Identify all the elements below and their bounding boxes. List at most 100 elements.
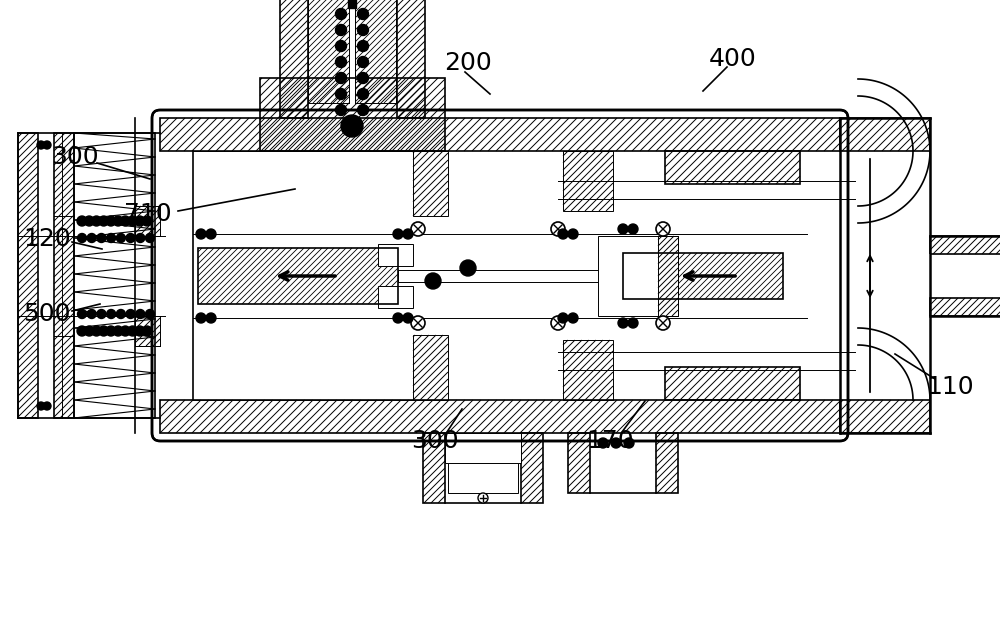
Bar xyxy=(378,244,413,266)
Circle shape xyxy=(91,216,101,226)
Circle shape xyxy=(135,216,145,226)
Circle shape xyxy=(628,318,638,328)
Bar xyxy=(658,236,678,316)
Bar xyxy=(54,133,74,418)
Bar xyxy=(308,0,349,103)
Circle shape xyxy=(126,233,135,243)
Bar xyxy=(18,133,38,418)
Bar xyxy=(280,0,308,118)
Bar xyxy=(448,463,518,493)
Bar xyxy=(74,133,155,418)
Circle shape xyxy=(196,313,206,323)
Circle shape xyxy=(113,326,123,336)
Circle shape xyxy=(336,25,347,35)
Bar xyxy=(135,316,160,346)
Bar xyxy=(413,335,448,400)
Circle shape xyxy=(358,40,368,52)
Bar xyxy=(135,316,160,346)
Bar xyxy=(445,433,521,463)
Circle shape xyxy=(403,229,413,239)
Circle shape xyxy=(78,233,87,243)
Circle shape xyxy=(358,9,368,19)
Circle shape xyxy=(411,316,425,330)
Circle shape xyxy=(43,141,51,149)
Circle shape xyxy=(358,57,368,67)
Bar xyxy=(930,298,1000,316)
Circle shape xyxy=(87,233,96,243)
Bar xyxy=(840,118,930,433)
Circle shape xyxy=(336,104,347,116)
Circle shape xyxy=(43,402,51,410)
Circle shape xyxy=(393,313,403,323)
Circle shape xyxy=(551,316,565,330)
Circle shape xyxy=(358,72,368,84)
Text: 400: 400 xyxy=(709,47,757,71)
Circle shape xyxy=(99,326,109,336)
Bar xyxy=(54,133,74,418)
Bar xyxy=(355,0,396,103)
Circle shape xyxy=(84,326,94,336)
Circle shape xyxy=(206,229,216,239)
Circle shape xyxy=(656,222,670,236)
Circle shape xyxy=(336,57,347,67)
Circle shape xyxy=(628,224,638,234)
Bar xyxy=(563,340,613,400)
Bar xyxy=(665,151,800,184)
Circle shape xyxy=(87,309,96,318)
Bar xyxy=(413,151,448,216)
FancyBboxPatch shape xyxy=(152,110,848,441)
Circle shape xyxy=(336,89,347,99)
Circle shape xyxy=(116,309,125,318)
Circle shape xyxy=(136,309,145,318)
Circle shape xyxy=(107,233,116,243)
Bar xyxy=(930,298,1000,316)
Bar xyxy=(198,248,398,304)
Bar xyxy=(135,206,160,236)
Circle shape xyxy=(142,326,152,336)
Circle shape xyxy=(551,222,565,236)
Bar xyxy=(623,253,783,299)
Text: 710: 710 xyxy=(124,202,172,226)
Bar xyxy=(665,151,800,184)
Circle shape xyxy=(358,89,368,99)
Bar xyxy=(198,248,398,304)
Circle shape xyxy=(598,438,608,448)
Bar xyxy=(840,118,930,151)
Bar xyxy=(840,400,930,433)
Bar xyxy=(840,400,930,433)
Circle shape xyxy=(336,9,347,19)
Circle shape xyxy=(336,40,347,52)
Bar xyxy=(423,433,445,503)
Circle shape xyxy=(196,229,206,239)
Circle shape xyxy=(558,313,568,323)
Text: 300: 300 xyxy=(51,145,99,169)
Bar xyxy=(74,133,155,418)
Circle shape xyxy=(656,316,670,330)
Bar xyxy=(521,433,543,503)
Text: 120: 120 xyxy=(23,227,71,251)
Bar xyxy=(930,236,1000,254)
Circle shape xyxy=(128,326,138,336)
Text: 110: 110 xyxy=(926,375,974,399)
Text: 500: 500 xyxy=(23,302,71,326)
Circle shape xyxy=(120,326,130,336)
Circle shape xyxy=(568,229,578,239)
Circle shape xyxy=(558,229,568,239)
Bar xyxy=(413,335,448,400)
Circle shape xyxy=(107,309,116,318)
Bar xyxy=(280,0,308,118)
Circle shape xyxy=(37,141,45,149)
Bar xyxy=(413,151,448,216)
Bar xyxy=(665,367,800,400)
Bar xyxy=(521,433,543,503)
Circle shape xyxy=(568,313,578,323)
Bar xyxy=(18,133,38,418)
Circle shape xyxy=(460,260,476,276)
Bar xyxy=(378,286,413,308)
Bar xyxy=(260,78,445,151)
Circle shape xyxy=(91,326,101,336)
Circle shape xyxy=(136,233,145,243)
Circle shape xyxy=(97,309,106,318)
Bar xyxy=(355,0,396,103)
Bar xyxy=(563,151,613,211)
